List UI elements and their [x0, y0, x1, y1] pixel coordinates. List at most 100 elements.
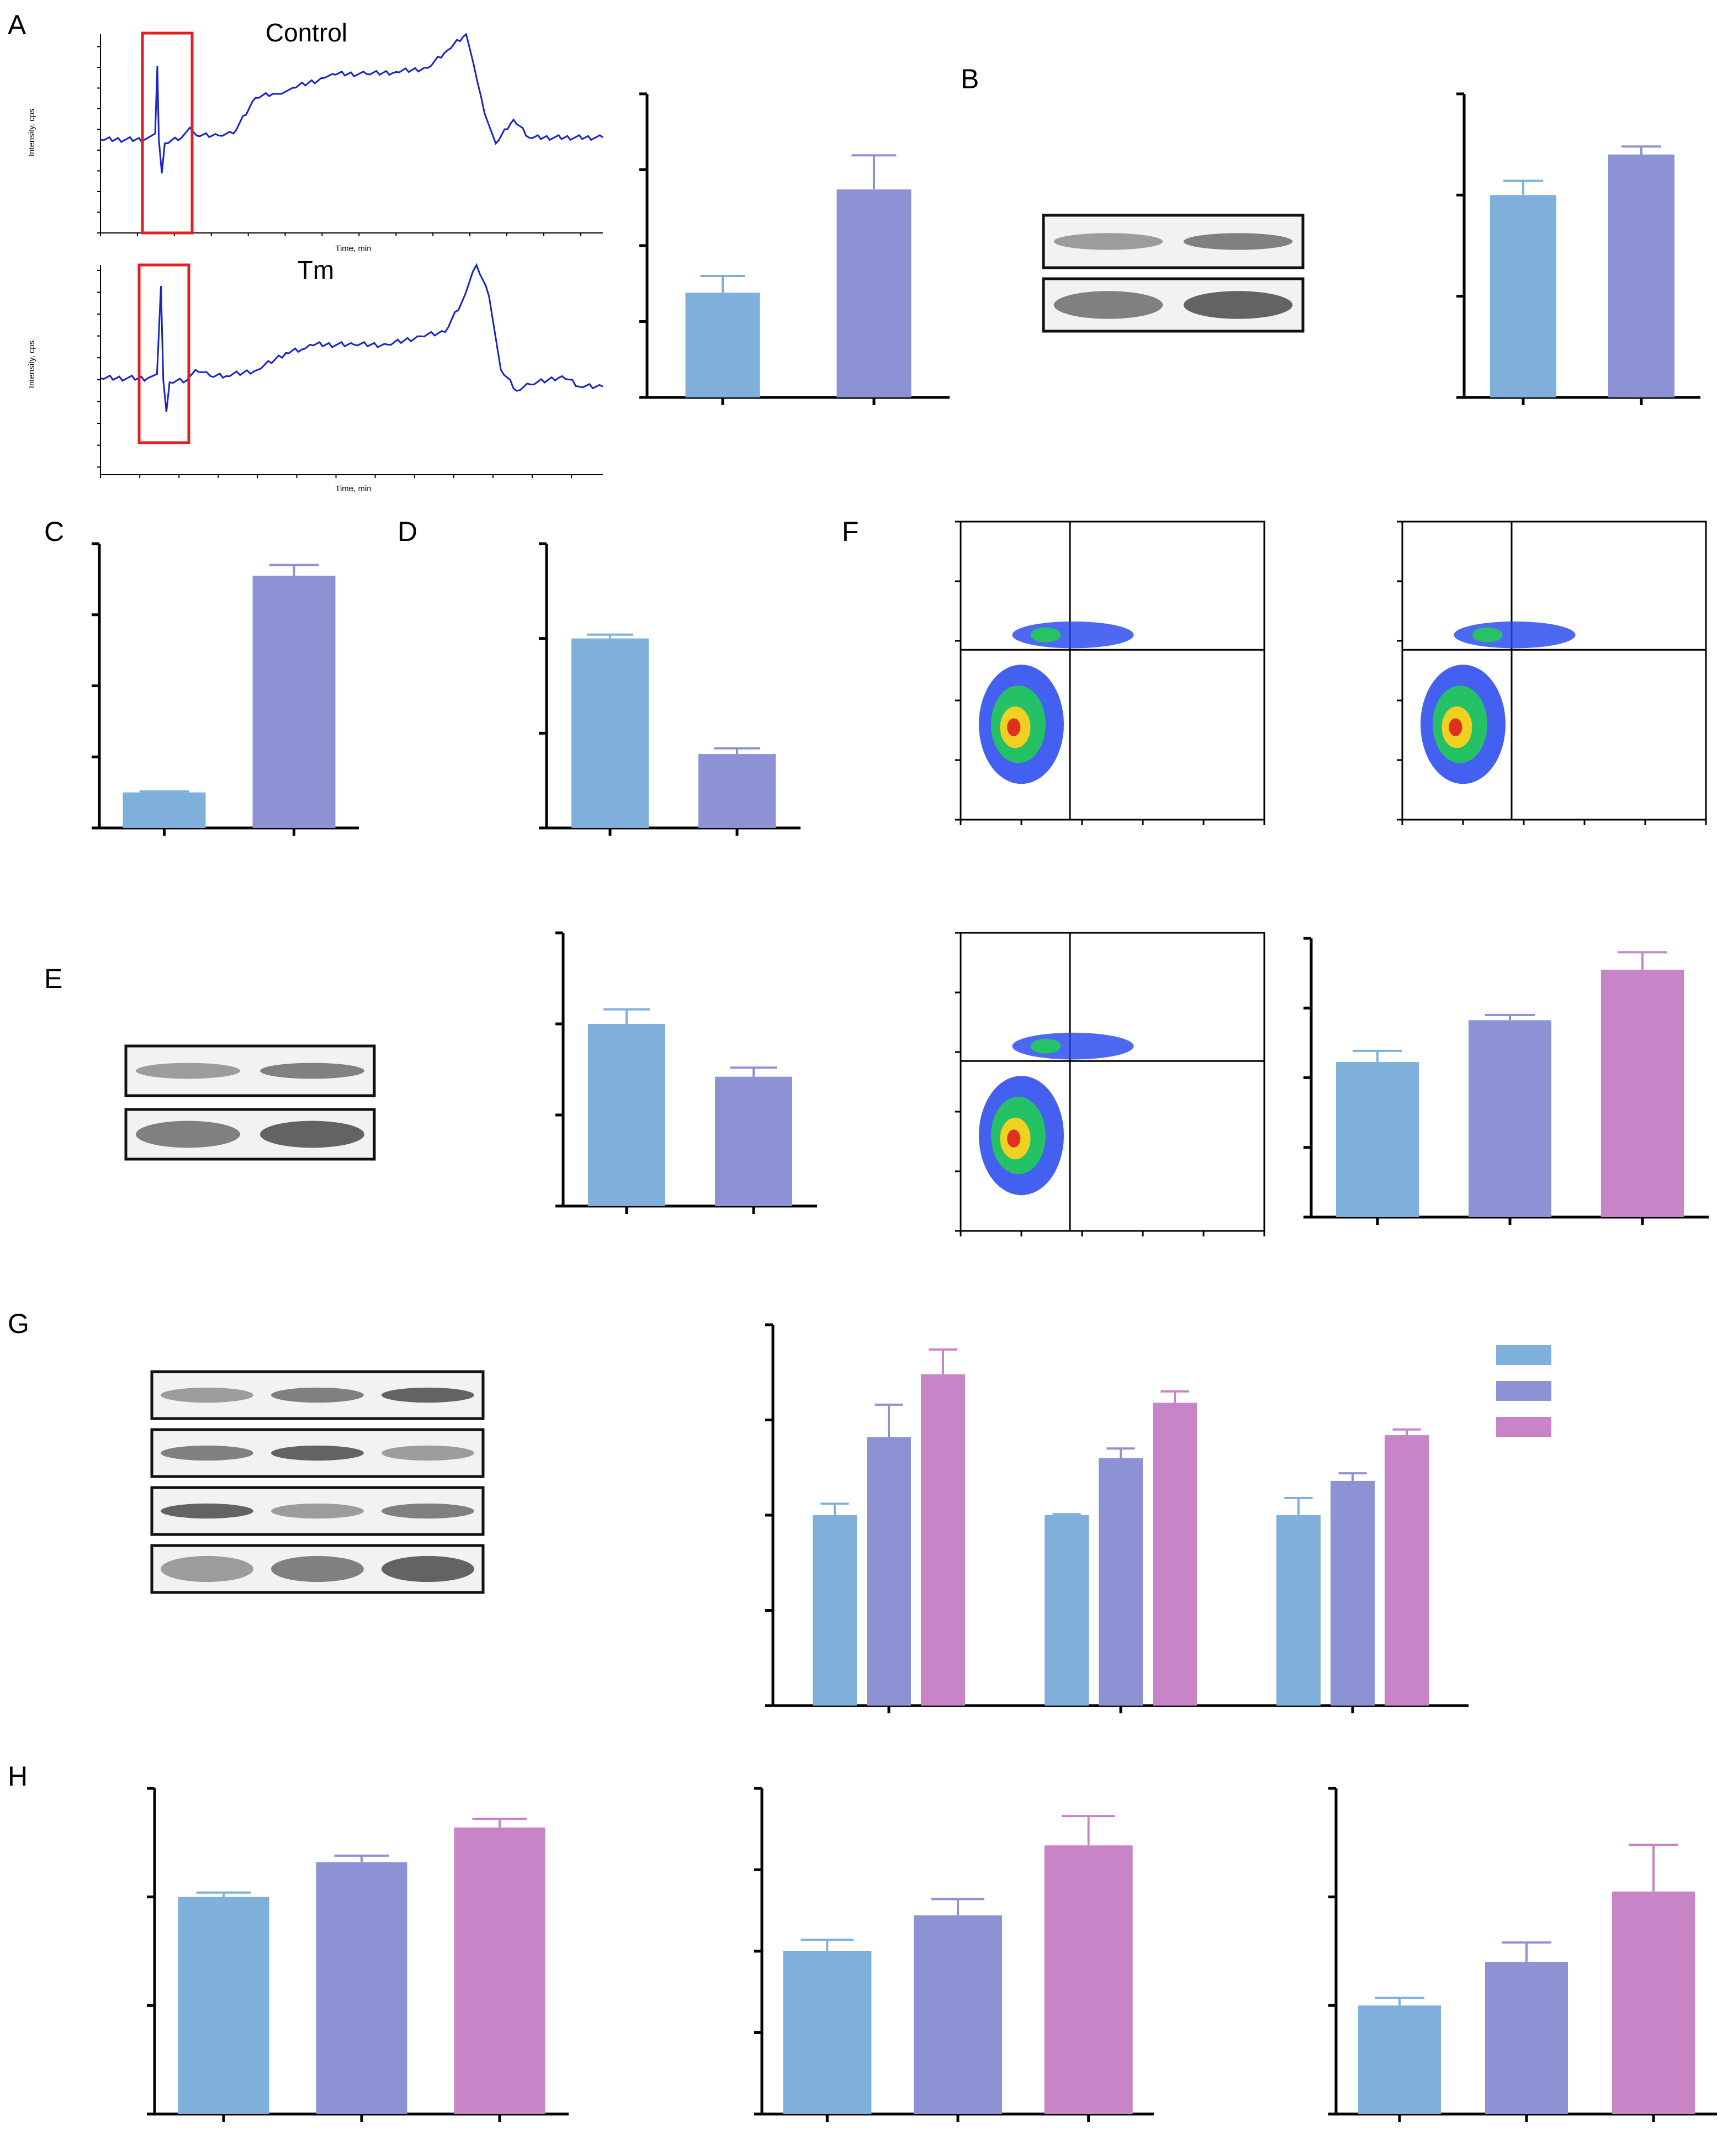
chart-mlkl-mrna: [1328, 1787, 1717, 2122]
chromatogram-title: Control: [266, 18, 347, 47]
bar: [123, 792, 206, 828]
chart-irg1-mrna-d: [539, 542, 801, 836]
blot-band: [136, 1063, 240, 1079]
flow-plot-control: [955, 521, 1265, 825]
legend-swatch: [1496, 1417, 1551, 1437]
blot-band: [1183, 233, 1293, 250]
blot-band: [381, 1387, 474, 1403]
bar: [316, 1862, 407, 2114]
panel-label-h: H: [8, 1761, 28, 1792]
chart-itaconic-acid: [639, 92, 950, 405]
bar: [685, 293, 760, 397]
chromatogram-title: Tm: [298, 256, 334, 284]
flow-plot-tm: [1397, 521, 1707, 825]
chromatogram-x-ticks: [100, 475, 573, 478]
bar: [1612, 1891, 1695, 2114]
western-blot-e: [124, 1044, 376, 1161]
chromatogram-trace: [100, 263, 603, 412]
bar: [698, 754, 776, 828]
chromatogram-ylabel: Intensity, cps: [27, 341, 36, 388]
blot-band: [271, 1387, 364, 1403]
highlight-box: [141, 31, 194, 235]
western-blot-b: [1042, 214, 1305, 333]
bar: [1385, 1435, 1429, 1706]
panel-label-c: C: [44, 516, 64, 547]
density-upper-core: [1472, 627, 1503, 642]
density-upper-core: [1030, 627, 1061, 642]
bar: [1045, 1515, 1089, 1706]
bar: [813, 1515, 857, 1706]
legend-swatch: [1496, 1345, 1551, 1365]
bar: [836, 189, 911, 397]
bar: [914, 1915, 1002, 2114]
blot-band: [271, 1503, 364, 1519]
chromatogram-trace: [100, 33, 603, 174]
blot-band: [136, 1121, 240, 1148]
bar: [867, 1437, 911, 1706]
chromatogram-y-ticks: [97, 269, 100, 468]
flow-frame: [1401, 521, 1707, 821]
bar: [571, 638, 649, 828]
bar: [1601, 969, 1684, 1217]
bar: [1469, 1020, 1551, 1217]
blot-band: [161, 1387, 253, 1403]
highlight-box: [137, 263, 190, 444]
chromatogram-x-ticks: [100, 233, 581, 236]
chromatogram-xlabel: Time, min: [335, 244, 371, 253]
bar: [1331, 1480, 1375, 1706]
bar: [1276, 1515, 1321, 1706]
chart-necroptosis: [1303, 937, 1709, 1225]
bar: [588, 1024, 665, 1206]
bar: [715, 1076, 792, 1206]
chart-irg1-mrna-c: [92, 542, 359, 836]
density-core: [1007, 1129, 1021, 1148]
blot-band: [1053, 233, 1163, 250]
chart-ripk3-mrna: [754, 1787, 1154, 2122]
chromatogram-ylabel: Intensity, cps: [27, 109, 36, 156]
bar: [1490, 195, 1556, 397]
flow-frame: [960, 932, 1265, 1232]
blot-band: [260, 1121, 364, 1148]
panel-label-g: G: [8, 1308, 29, 1339]
chromatogram-y-ticks: [97, 46, 100, 233]
blot-band: [381, 1555, 474, 1583]
flow-plot-siirg1-tm: [955, 932, 1265, 1236]
bar: [252, 575, 336, 828]
chart-irg1-protein-b: [1456, 92, 1700, 405]
blot-band: [271, 1445, 364, 1461]
chart-relative-protein: [765, 1323, 1469, 1713]
bar: [921, 1374, 965, 1706]
blot-band: [161, 1555, 253, 1583]
flow-frame: [960, 521, 1265, 821]
panel-label-b: B: [961, 63, 979, 94]
bar: [1485, 1962, 1568, 2114]
density-core: [1449, 718, 1462, 736]
bar: [1044, 1845, 1133, 2114]
legend-swatch: [1496, 1381, 1551, 1401]
bar: [178, 1897, 269, 2114]
blot-band: [161, 1503, 253, 1519]
bar: [1358, 2005, 1441, 2114]
density-core: [1007, 718, 1021, 736]
density-upper-core: [1030, 1038, 1061, 1054]
bar: [783, 1951, 872, 2114]
blot-band: [1053, 291, 1163, 319]
bar: [1099, 1458, 1143, 1706]
panel-label-d: D: [398, 516, 417, 547]
blot-band: [1183, 291, 1293, 319]
panel-label-a: A: [8, 9, 27, 40]
panel-label-f: F: [842, 516, 859, 547]
blot-band: [381, 1445, 474, 1461]
chromatogram-control: Control Intensity, cps Time, min: [27, 18, 603, 253]
chart-ripk1-mrna: [147, 1787, 569, 2122]
chromatogram-tm: Tm Intensity, cps Time, min: [27, 256, 603, 493]
panel-label-e: E: [44, 963, 62, 994]
bar: [1153, 1403, 1197, 1706]
bar: [1608, 155, 1674, 397]
chart-irg1-protein-e: [555, 931, 817, 1214]
blot-band: [271, 1555, 364, 1583]
blot-band: [260, 1063, 364, 1079]
bar: [454, 1827, 545, 2114]
blot-band: [381, 1503, 474, 1519]
